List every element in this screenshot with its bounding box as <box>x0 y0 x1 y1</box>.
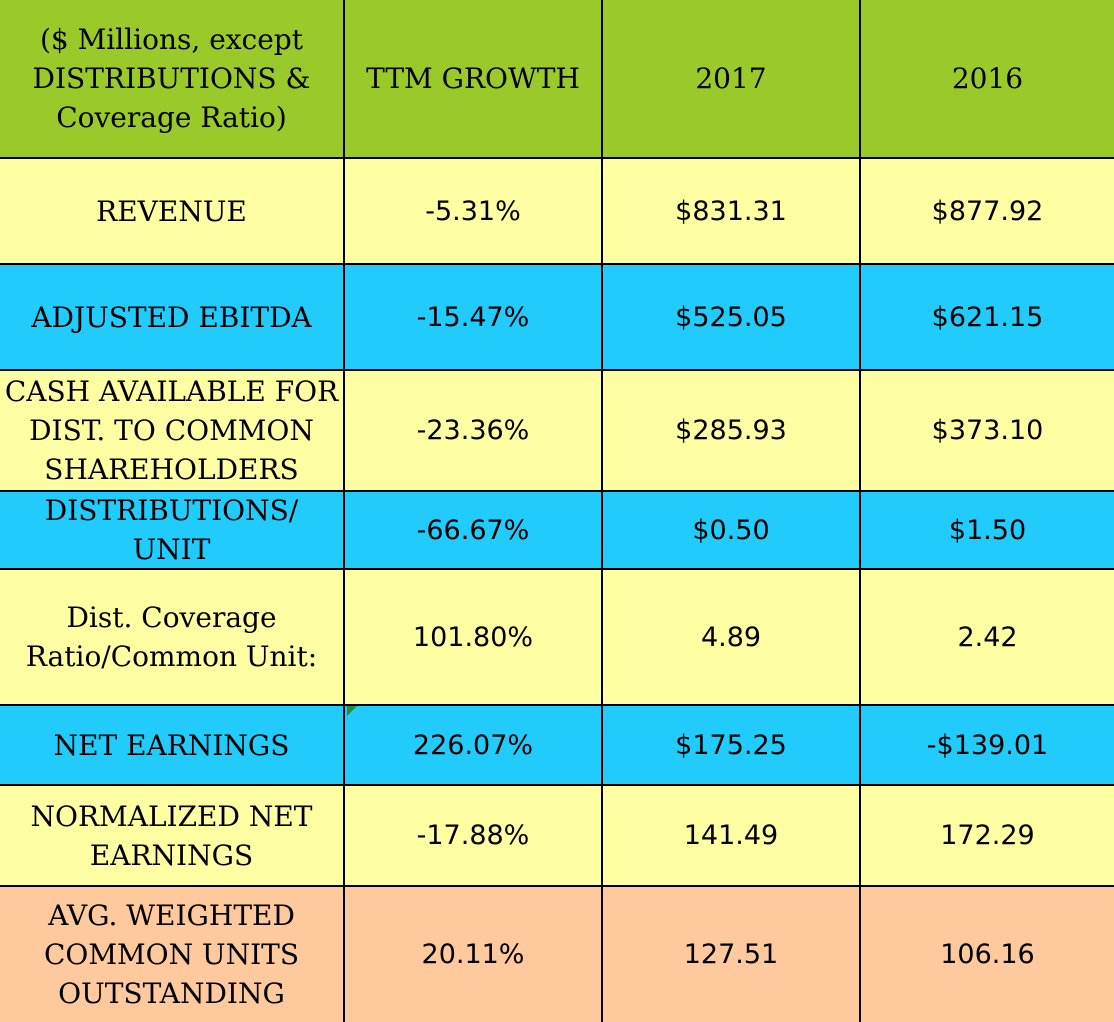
ttm-growth-value: 20.11% <box>345 887 603 1022</box>
value-2016: $1.50 <box>861 492 1114 570</box>
value-2016: 106.16 <box>861 887 1114 1022</box>
value-2017: $525.05 <box>603 265 861 371</box>
value-2017: 141.49 <box>603 786 861 887</box>
row-label: ADJUSTED EBITDA <box>0 265 345 371</box>
row-label: REVENUE <box>0 159 345 265</box>
ttm-growth-value: 226.07% <box>345 706 603 786</box>
row-label: Dist. Coverage Ratio/Common Unit: <box>0 570 345 706</box>
value-2017: 4.89 <box>603 570 861 706</box>
row-label: CASH AVAILABLE FOR DIST. TO COMMON SHARE… <box>0 371 345 492</box>
row-label: NET EARNINGS <box>0 706 345 786</box>
value-2016: -$139.01 <box>861 706 1114 786</box>
ttm-growth-value: -17.88% <box>345 786 603 887</box>
value-2017: 127.51 <box>603 887 861 1022</box>
value-2016: $621.15 <box>861 265 1114 371</box>
ttm-growth-value: 101.80% <box>345 570 603 706</box>
value-2016: $877.92 <box>861 159 1114 265</box>
cell-comment-indicator-icon[interactable] <box>347 706 357 716</box>
header-2016: 2016 <box>861 0 1114 159</box>
value-2016: $373.10 <box>861 371 1114 492</box>
row-label: AVG. WEIGHTED COMMON UNITS OUTSTANDING <box>0 887 345 1022</box>
ttm-growth-value: -23.36% <box>345 371 603 492</box>
row-label: NORMALIZED NET EARNINGS <box>0 786 345 887</box>
value-2017: $0.50 <box>603 492 861 570</box>
ttm-growth-value: -5.31% <box>345 159 603 265</box>
header-units-note: ($ Millions, except DISTRIBUTIONS & Cove… <box>0 0 345 159</box>
value-2017: $831.31 <box>603 159 861 265</box>
ttm-growth-value: -66.67% <box>345 492 603 570</box>
value-2017: $285.93 <box>603 371 861 492</box>
header-ttm-growth: TTM GROWTH <box>345 0 603 159</box>
header-2017: 2017 <box>603 0 861 159</box>
value-2017: $175.25 <box>603 706 861 786</box>
row-label: DISTRIBUTIONS/ UNIT <box>0 492 345 570</box>
ttm-growth-value: -15.47% <box>345 265 603 371</box>
value-2016: 2.42 <box>861 570 1114 706</box>
value-2016: 172.29 <box>861 786 1114 887</box>
